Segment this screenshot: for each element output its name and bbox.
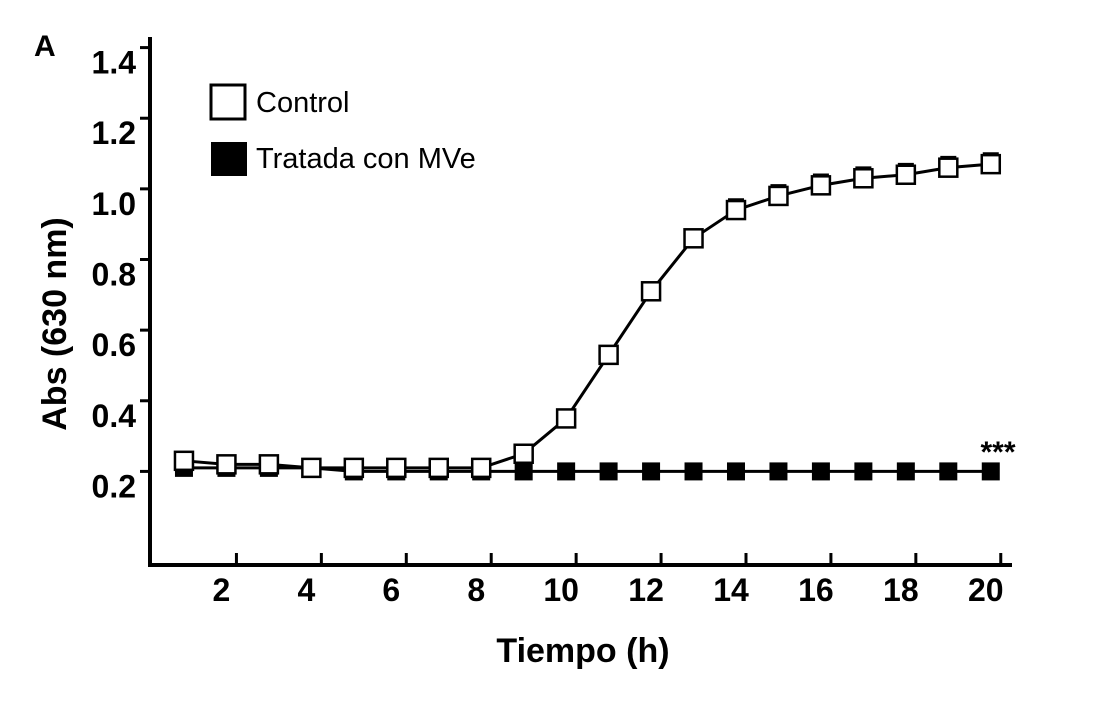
data-point bbox=[428, 457, 449, 479]
data-point bbox=[684, 462, 703, 481]
data-point bbox=[981, 462, 1000, 481]
data-point bbox=[895, 164, 917, 185]
series-line bbox=[183, 162, 991, 470]
x-axis-label: Tiempo (h) bbox=[496, 632, 669, 670]
data-point bbox=[769, 462, 788, 481]
data-point bbox=[980, 153, 1002, 175]
data-point bbox=[216, 454, 237, 475]
x-tick-label: 10 bbox=[543, 572, 579, 608]
data-point bbox=[896, 462, 915, 481]
y-tick-label: 1.4 bbox=[92, 45, 137, 81]
data-point bbox=[640, 281, 662, 302]
data-point bbox=[599, 462, 618, 481]
data-point bbox=[810, 175, 832, 196]
series-treated bbox=[174, 458, 1000, 481]
data-point bbox=[853, 168, 874, 189]
data-point bbox=[939, 462, 958, 481]
x-tick-label: 8 bbox=[467, 572, 485, 608]
legend-marker-treated bbox=[211, 142, 247, 176]
y-tick-label: 0.6 bbox=[92, 327, 136, 363]
data-point bbox=[470, 457, 492, 479]
panel-label: A bbox=[34, 30, 56, 63]
significance-annotation: *** bbox=[980, 436, 1015, 469]
data-point bbox=[725, 199, 747, 221]
legend-label-control: Control bbox=[256, 87, 350, 119]
legend-marker-control bbox=[209, 83, 247, 121]
y-axis-label: Abs (630 nm) bbox=[36, 217, 74, 431]
x-tick-label: 12 bbox=[628, 572, 664, 608]
x-tick-label: 2 bbox=[213, 572, 231, 608]
data-point bbox=[726, 462, 745, 481]
x-tick-label: 16 bbox=[798, 572, 834, 608]
data-point bbox=[642, 462, 661, 481]
data-point bbox=[258, 454, 280, 475]
data-point bbox=[598, 344, 619, 366]
data-point bbox=[683, 228, 704, 249]
data-point bbox=[557, 462, 576, 481]
data-point bbox=[173, 450, 195, 472]
data-point bbox=[343, 457, 365, 479]
x-tick-label: 18 bbox=[883, 572, 919, 608]
data-point bbox=[768, 185, 789, 207]
x-tick-label: 6 bbox=[382, 572, 400, 608]
y-tick-label: 0.2 bbox=[92, 468, 136, 504]
series-control bbox=[173, 152, 1002, 479]
data-point bbox=[386, 457, 407, 479]
data-point bbox=[811, 462, 830, 481]
data-point bbox=[555, 408, 577, 429]
data-marks bbox=[173, 152, 1002, 481]
legend-label-treated: Tratada con MVe bbox=[256, 143, 476, 175]
x-tick-label: 20 bbox=[968, 572, 1004, 608]
data-point bbox=[854, 462, 873, 481]
y-tick-label: 1.2 bbox=[92, 115, 136, 151]
y-tick-label: 0.4 bbox=[92, 398, 137, 434]
data-point bbox=[301, 457, 322, 479]
data-point bbox=[514, 462, 533, 481]
axes: 0.2 0.4 0.6 0.8 1.0 1.2 1.4 2 4 6 8 10 12 14 16 18 20 bbox=[92, 37, 1012, 608]
y-tick-label: 0.8 bbox=[92, 257, 136, 293]
legend: Control Tratada con MVe bbox=[209, 83, 476, 176]
x-tick-label: 4 bbox=[297, 572, 315, 608]
data-point bbox=[938, 157, 959, 178]
x-tick-label: 14 bbox=[713, 572, 749, 608]
data-point bbox=[513, 443, 534, 464]
y-tick-label: 1.0 bbox=[92, 186, 136, 222]
